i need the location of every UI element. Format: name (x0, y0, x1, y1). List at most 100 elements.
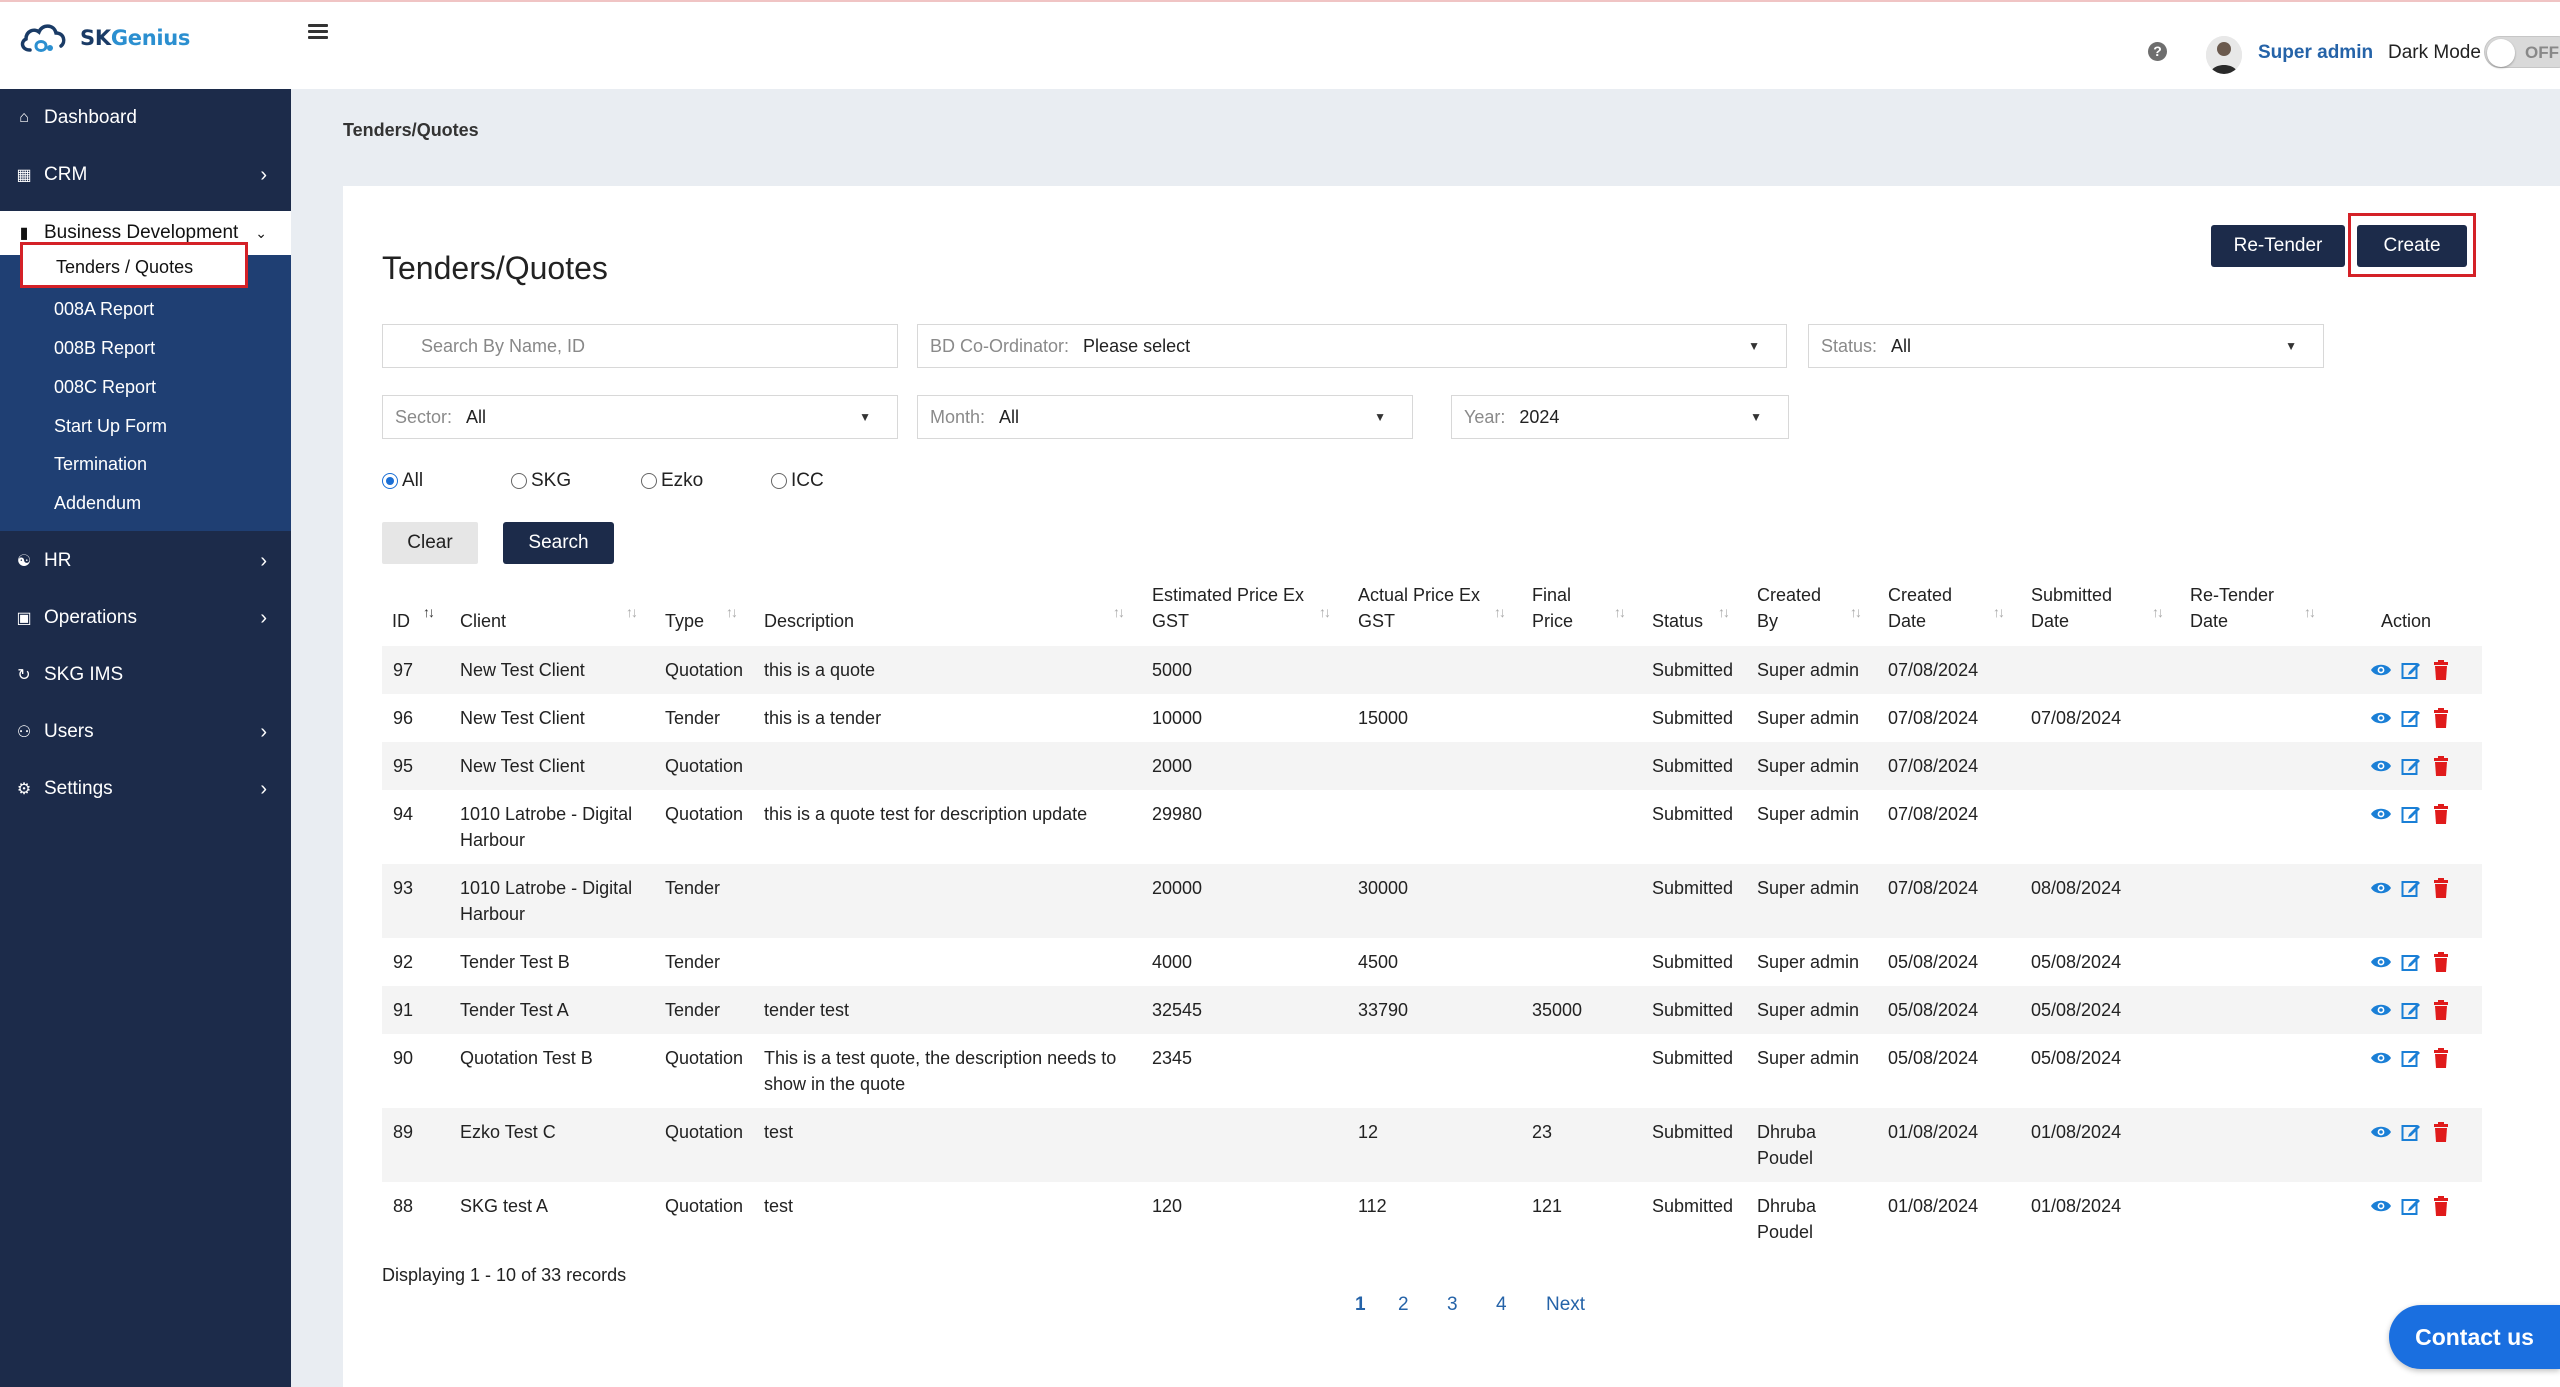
user-name[interactable]: Super admin (2258, 42, 2374, 63)
sidebar-item-crm[interactable]: ▦ CRM › (0, 155, 291, 195)
sort-icon[interactable]: ↑↓ (1113, 604, 1125, 620)
create-button[interactable]: Create (2357, 225, 2467, 267)
delete-trash-icon[interactable] (2430, 707, 2452, 729)
sidebar-subitem-addendum[interactable]: Addendum (54, 493, 142, 513)
sort-icon[interactable]: ↑↓ (1718, 604, 1730, 620)
sort-icon[interactable]: ↑↓ (423, 604, 435, 620)
sector-select[interactable]: Sector: All ▼ (382, 395, 898, 439)
view-eye-icon[interactable] (2370, 877, 2392, 899)
sidebar-item-settings[interactable]: ⚙ Settings › (0, 769, 291, 809)
contact-us-button[interactable]: Contact us (2389, 1305, 2560, 1369)
sidebar-subitem-008a-report[interactable]: 008A Report (54, 299, 155, 319)
sidebar-item-operations[interactable]: ▣ Operations › (0, 598, 291, 638)
sort-icon[interactable]: ↑↓ (1319, 604, 1331, 620)
avatar[interactable] (2206, 36, 2242, 74)
brand-logo[interactable]: SKGenius (16, 18, 190, 58)
year-select[interactable]: Year: 2024 ▼ (1451, 395, 1789, 439)
page-3[interactable]: 3 (1447, 1294, 1458, 1315)
menu-toggle-icon[interactable] (308, 24, 328, 40)
help-icon[interactable]: ? (2148, 42, 2167, 61)
sidebar-item-hr[interactable]: ☯ HR › (0, 541, 291, 581)
sidebar-item-skg-ims[interactable]: ↻ SKG IMS (0, 655, 291, 695)
col-status[interactable]: Status (1652, 611, 1704, 631)
delete-trash-icon[interactable] (2430, 1195, 2452, 1217)
col-type[interactable]: Type (665, 611, 705, 631)
page-next[interactable]: Next (1546, 1294, 1586, 1315)
col-description[interactable]: Description (764, 611, 855, 631)
cell-client: New Test Client (460, 753, 585, 779)
radio-icc[interactable]: ICC (771, 470, 824, 492)
view-eye-icon[interactable] (2370, 1121, 2392, 1143)
delete-trash-icon[interactable] (2430, 659, 2452, 681)
col-submitted-date[interactable]: Submitted Date (2031, 582, 2112, 634)
col-final-price[interactable]: Final Price (1532, 582, 1573, 634)
edit-icon[interactable] (2400, 999, 2422, 1021)
edit-icon[interactable] (2400, 877, 2422, 899)
sidebar-item-users[interactable]: ⚇ Users › (0, 712, 291, 752)
sidebar-subitem-008c-report[interactable]: 008C Report (54, 377, 157, 397)
col-created-date[interactable]: Created Date (1888, 582, 1952, 634)
delete-trash-icon[interactable] (2430, 999, 2452, 1021)
radio-skg[interactable]: SKG (511, 470, 571, 492)
sort-icon[interactable]: ↑↓ (1494, 604, 1506, 620)
delete-trash-icon[interactable] (2430, 755, 2452, 777)
delete-trash-icon[interactable] (2430, 951, 2452, 973)
delete-trash-icon[interactable] (2430, 803, 2452, 825)
edit-icon[interactable] (2400, 951, 2422, 973)
delete-trash-icon[interactable] (2430, 1121, 2452, 1143)
sort-icon[interactable]: ↑↓ (2304, 604, 2316, 620)
col-id[interactable]: ID (392, 611, 410, 631)
sort-icon[interactable]: ↑↓ (626, 604, 638, 620)
sidebar-subitem-tenders-quotes[interactable]: Tenders / Quotes (20, 242, 248, 288)
search-input[interactable]: Search By Name, ID (382, 324, 898, 368)
sidebar-subitem-008b-report[interactable]: 008B Report (54, 338, 156, 358)
col-retender-date[interactable]: Re-Tender Date (2190, 582, 2274, 634)
sort-icon[interactable]: ↑↓ (2152, 604, 2164, 620)
cell-text: 90 (393, 1048, 414, 1068)
dark-mode-toggle[interactable]: OFF (2484, 36, 2560, 68)
col-actual-price[interactable]: Actual Price Ex GST (1358, 582, 1480, 634)
radio-all[interactable]: All (382, 470, 423, 492)
cell-created-by: Super admin (1757, 753, 1859, 779)
delete-trash-icon[interactable] (2430, 877, 2452, 899)
sort-icon[interactable]: ↑↓ (1850, 604, 1862, 620)
radio-ezko[interactable]: Ezko (641, 470, 703, 492)
view-eye-icon[interactable] (2370, 999, 2392, 1021)
radio-unchecked-icon (771, 473, 787, 489)
sidebar-subitem-start-up-form[interactable]: Start Up Form (54, 416, 168, 436)
edit-icon[interactable] (2400, 755, 2422, 777)
re-tender-button[interactable]: Re-Tender (2211, 225, 2345, 267)
col-client[interactable]: Client (460, 611, 507, 631)
status-select[interactable]: Status: All ▼ (1808, 324, 2324, 368)
edit-icon[interactable] (2400, 803, 2422, 825)
view-eye-icon[interactable] (2370, 951, 2392, 973)
edit-icon[interactable] (2400, 1195, 2422, 1217)
page-2[interactable]: 2 (1398, 1294, 1409, 1315)
search-button[interactable]: Search (503, 522, 614, 564)
view-eye-icon[interactable] (2370, 1195, 2392, 1217)
delete-trash-icon[interactable] (2430, 1047, 2452, 1069)
sort-icon[interactable]: ↑↓ (1614, 604, 1626, 620)
sort-icon[interactable]: ↑↓ (726, 604, 738, 620)
edit-icon[interactable] (2400, 1047, 2422, 1069)
view-eye-icon[interactable] (2370, 755, 2392, 777)
edit-icon[interactable] (2400, 659, 2422, 681)
view-eye-icon[interactable] (2370, 1047, 2392, 1069)
view-eye-icon[interactable] (2370, 707, 2392, 729)
col-created-by[interactable]: Created By (1757, 582, 1821, 634)
month-select[interactable]: Month: All ▼ (917, 395, 1413, 439)
page-4[interactable]: 4 (1496, 1294, 1507, 1315)
edit-icon[interactable] (2400, 1121, 2422, 1143)
col-estimated-price[interactable]: Estimated Price Ex GST (1152, 582, 1304, 634)
sidebar-item-dashboard[interactable]: ⌂ Dashboard (0, 98, 291, 138)
page-1[interactable]: 1 (1355, 1294, 1366, 1315)
view-eye-icon[interactable] (2370, 659, 2392, 681)
clear-button[interactable]: Clear (382, 522, 478, 564)
bd-coordinator-select[interactable]: BD Co-Ordinator: Please select ▼ (917, 324, 1787, 368)
sidebar-subitem-termination[interactable]: Termination (54, 454, 148, 474)
sort-icon[interactable]: ↑↓ (1993, 604, 2005, 620)
cell-text: Submitted (1652, 952, 1734, 972)
view-eye-icon[interactable] (2370, 803, 2392, 825)
edit-icon[interactable] (2400, 707, 2422, 729)
cell-text: Submitted (1652, 756, 1734, 776)
